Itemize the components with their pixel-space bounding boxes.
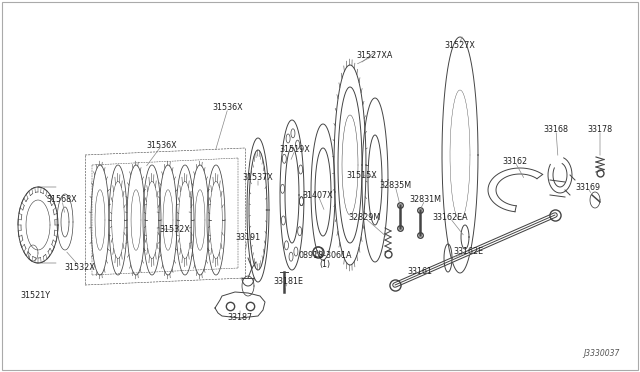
Text: 31519X: 31519X <box>280 145 310 154</box>
Text: 33162EA: 33162EA <box>432 214 468 222</box>
Text: 32835M: 32835M <box>379 180 411 189</box>
Text: 31407X: 31407X <box>303 190 333 199</box>
Text: 31527X: 31527X <box>445 41 476 49</box>
Text: 08918-3061A: 08918-3061A <box>298 250 352 260</box>
Text: 33169: 33169 <box>575 183 600 192</box>
Text: 32831M: 32831M <box>409 196 441 205</box>
Text: 31568X: 31568X <box>47 196 77 205</box>
Text: 31536X: 31536X <box>212 103 243 112</box>
Text: 33191: 33191 <box>236 234 260 243</box>
Text: 33168: 33168 <box>543 125 568 135</box>
Text: 33161: 33161 <box>408 267 433 276</box>
Text: 33162: 33162 <box>502 157 527 167</box>
Text: 31537X: 31537X <box>243 173 273 183</box>
Text: 31536X: 31536X <box>147 141 177 150</box>
Text: 31515X: 31515X <box>347 170 378 180</box>
Text: 33162E: 33162E <box>453 247 483 257</box>
Text: 33187: 33187 <box>227 314 253 323</box>
Text: 31532X: 31532X <box>159 225 190 234</box>
Text: 32829M: 32829M <box>349 214 381 222</box>
Text: 31527XA: 31527XA <box>357 51 393 60</box>
Text: 31521Y: 31521Y <box>20 291 50 299</box>
Text: N: N <box>316 250 321 254</box>
Text: J3330037: J3330037 <box>584 349 620 358</box>
Text: 33181E: 33181E <box>273 278 303 286</box>
Text: 31532X: 31532X <box>65 263 95 272</box>
Text: 33178: 33178 <box>588 125 612 135</box>
Text: (1): (1) <box>319 260 331 269</box>
